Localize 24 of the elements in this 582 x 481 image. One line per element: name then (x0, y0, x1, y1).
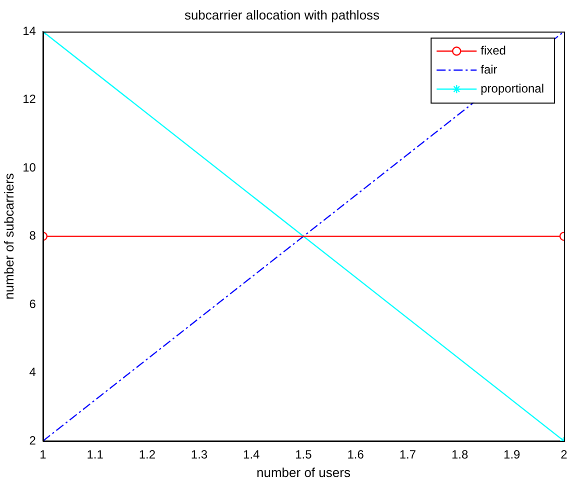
x-axis-title: number of users (256, 464, 351, 480)
y-tick-label: 10 (22, 160, 36, 174)
y-tick-label: 14 (22, 24, 36, 38)
y-axis-title: number of subcarriers (1, 172, 16, 300)
x-tick-label: 1.1 (86, 448, 104, 462)
x-tick-label: 1.6 (347, 448, 364, 462)
y-tick-label: 6 (29, 296, 36, 311)
legend-label: proportional (480, 81, 544, 96)
y-tick-label: 12 (22, 92, 36, 106)
legend-label: fair (480, 62, 498, 76)
x-tick-label: 1 (40, 448, 47, 462)
y-tick-label: 8 (29, 228, 36, 243)
legend-label: fixed (480, 43, 506, 58)
x-tick-label: 1.5 (295, 448, 312, 462)
x-tick-label: 2 (560, 448, 568, 462)
x-tick-label: 1.9 (504, 448, 521, 462)
x-tick-label: 1.8 (451, 448, 468, 462)
y-tick-label: 4 (29, 365, 36, 380)
x-tick-label: 1.4 (243, 448, 260, 462)
chart-title: subcarrier allocation with pathloss (184, 7, 380, 22)
x-tick-label: 1.2 (138, 448, 156, 462)
x-tick-label: 1.3 (190, 448, 208, 462)
x-tick-label: 1.7 (399, 448, 416, 462)
y-tick-label: 2 (29, 433, 36, 448)
